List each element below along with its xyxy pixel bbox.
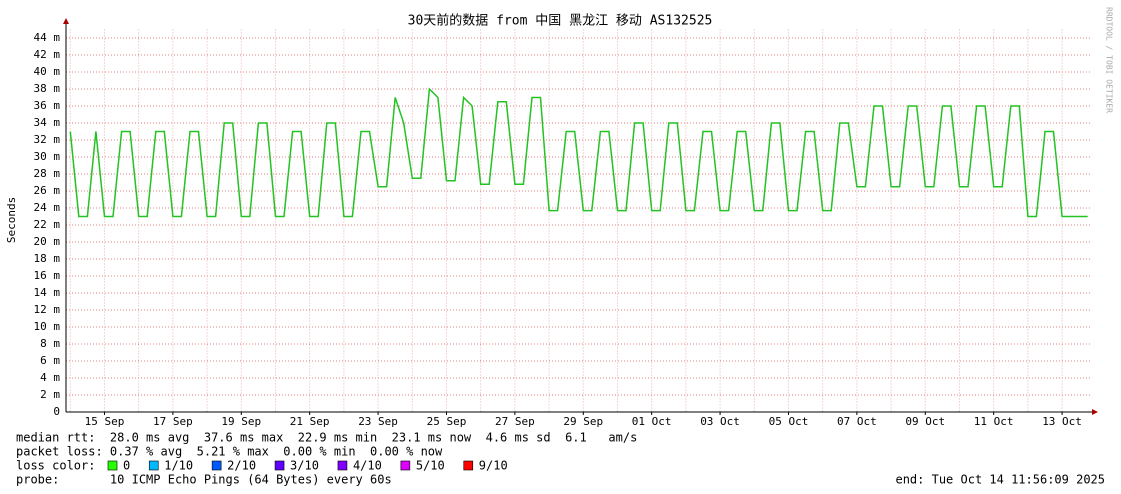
y-tick-label: 12 m — [34, 303, 61, 316]
y-tick-label: 34 m — [34, 116, 61, 129]
y-tick-label: 28 m — [34, 167, 61, 180]
x-tick-label: 19 Sep — [221, 415, 261, 428]
y-tick-label: 24 m — [34, 201, 61, 214]
chart-title: 30天前的数据 from 中国 黑龙江 移动 AS132525 — [408, 13, 713, 29]
y-tick-label: 6 m — [40, 354, 60, 367]
legend-label: 0 — [123, 459, 130, 473]
loss-legend: 0 1/10 2/10 3/10 4/10 5/10 9/10 — [107, 459, 508, 473]
y-tick-label: 20 m — [34, 235, 61, 248]
x-tick-label: 15 Sep — [85, 415, 125, 428]
y-tick-label: 42 m — [34, 48, 61, 61]
end-time: end: Tue Oct 14 11:56:09 2025 — [895, 473, 1105, 487]
y-tick-label: 4 m — [40, 371, 60, 384]
x-tick-label: 05 Oct — [769, 415, 809, 428]
legend-label: 9/10 — [479, 459, 508, 473]
y-arrow — [63, 18, 69, 24]
y-axis-label: Seconds — [5, 197, 18, 243]
x-arrow — [1092, 409, 1098, 415]
x-tick-label: 01 Oct — [632, 415, 672, 428]
legend-label: 3/10 — [290, 459, 319, 473]
y-tick-label: 2 m — [40, 388, 60, 401]
probe: probe: 10 ICMP Echo Pings (64 Bytes) eve… — [16, 473, 392, 487]
stats-rtt: median rtt: 28.0 ms avg 37.6 ms max 22.9… — [16, 431, 637, 445]
x-tick-label: 11 Oct — [974, 415, 1014, 428]
y-tick-label: 26 m — [34, 184, 61, 197]
legend-label: 5/10 — [416, 459, 445, 473]
y-tick-label: 0 — [53, 405, 60, 418]
y-tick-label: 44 m — [34, 31, 61, 44]
y-tick-label: 8 m — [40, 337, 60, 350]
y-tick-label: 10 m — [34, 320, 61, 333]
legend-swatch — [107, 460, 118, 471]
x-tick-label: 27 Sep — [495, 415, 535, 428]
y-tick-label: 38 m — [34, 82, 61, 95]
x-tick-label: 07 Oct — [837, 415, 877, 428]
loss-legend-label: loss color: — [16, 459, 95, 473]
y-tick-label: 18 m — [34, 252, 61, 265]
x-tick-label: 21 Sep — [290, 415, 330, 428]
legend-label: 4/10 — [353, 459, 382, 473]
legend-swatch — [211, 460, 222, 471]
legend-swatch — [463, 460, 474, 471]
y-tick-label: 16 m — [34, 269, 61, 282]
x-tick-label: 17 Sep — [153, 415, 193, 428]
legend-swatch — [274, 460, 285, 471]
y-tick-label: 14 m — [34, 286, 61, 299]
y-tick-label: 22 m — [34, 218, 61, 231]
x-tick-label: 13 Oct — [1042, 415, 1082, 428]
legend-label: 2/10 — [227, 459, 256, 473]
legend-swatch — [400, 460, 411, 471]
stats-loss: packet loss: 0.37 % avg 5.21 % max 0.00 … — [16, 445, 443, 459]
y-tick-label: 36 m — [34, 99, 61, 112]
grid: 0 2 m 4 m 6 m 8 m 10 m 12 m 14 m 16 m 18 m 20 m 22 … — [34, 29, 1092, 428]
x-tick-label: 09 Oct — [905, 415, 945, 428]
x-tick-label: 29 Sep — [563, 415, 603, 428]
legend-label: 1/10 — [164, 459, 193, 473]
x-tick-label: 23 Sep — [358, 415, 398, 428]
y-tick-label: 32 m — [34, 133, 61, 146]
y-tick-label: 40 m — [34, 65, 61, 78]
plot — [69, 87, 1088, 218]
watermark: RRDTOOL / TOBI OETIKER — [1105, 7, 1114, 113]
legend-swatch — [337, 460, 348, 471]
legend-swatch — [148, 460, 159, 471]
y-tick-label: 30 m — [34, 150, 61, 163]
median-line — [69, 87, 1088, 218]
x-tick-label: 03 Oct — [700, 415, 740, 428]
x-tick-label: 25 Sep — [427, 415, 467, 428]
